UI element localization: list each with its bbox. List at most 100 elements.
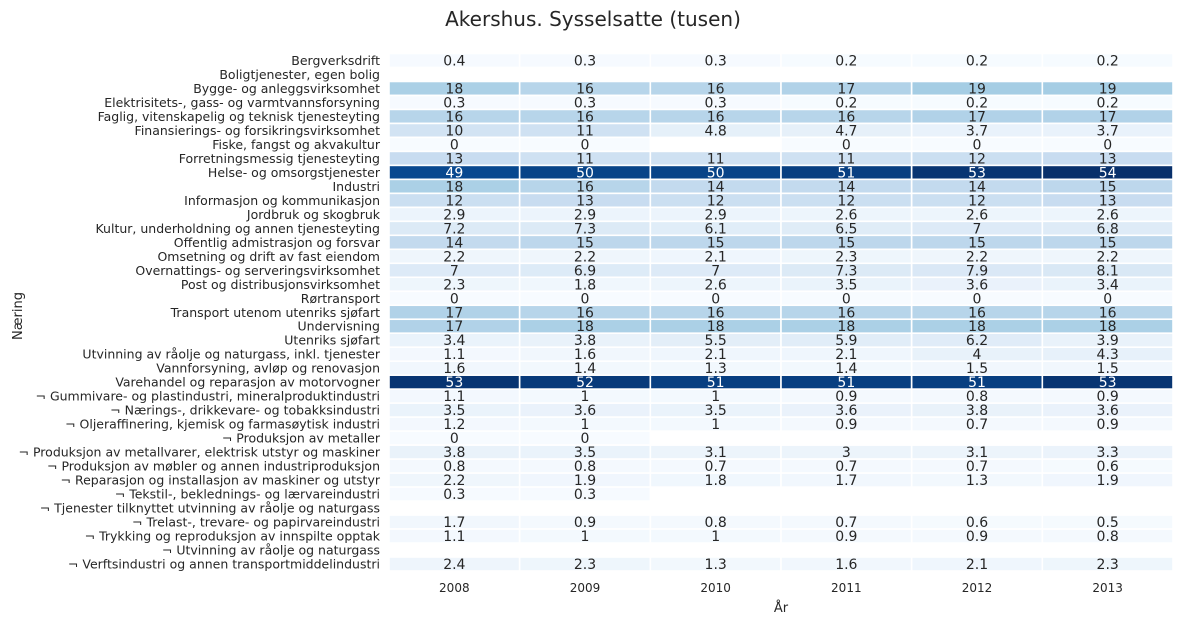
cell-value-label: 3.6 xyxy=(574,403,596,419)
cell-value-label: 11 xyxy=(576,123,594,139)
row-label: ¬ Tekstil-, beklednings- og lærvareindus… xyxy=(115,487,380,502)
cell-value-label: 13 xyxy=(1099,151,1117,167)
row-label: Vannforsyning, avløp og renovasjon xyxy=(156,361,380,376)
cell-value-label: 15 xyxy=(837,235,855,251)
cell-value-label: 15 xyxy=(1099,179,1117,195)
cell-value-label: 3.5 xyxy=(835,277,857,293)
cell-value-label: 0.9 xyxy=(1097,417,1119,433)
row-label: Bergverksdrift xyxy=(291,53,380,68)
cell-value-label: 1.7 xyxy=(835,473,857,489)
cell-value-label: 7.3 xyxy=(835,263,857,279)
cell-value-label: 6.2 xyxy=(966,333,988,349)
cell-value-label: 4.3 xyxy=(1097,347,1119,363)
heatmap-cell xyxy=(1041,472,1174,488)
cell-value-label: 3.5 xyxy=(443,403,465,419)
cell-value-label: 1.4 xyxy=(574,361,596,377)
cell-value-label: 0.2 xyxy=(966,53,988,69)
heatmap-cell xyxy=(1041,52,1174,69)
cell-value-label: 7.3 xyxy=(574,221,596,237)
cell-value-label: 2.2 xyxy=(574,249,596,265)
row-label: Elektrisitets-, gass- og varmtvannsforsy… xyxy=(104,95,380,110)
column-label: 2009 xyxy=(570,581,601,595)
column-label: 2011 xyxy=(831,581,862,595)
row-label: Industri xyxy=(333,179,381,194)
row-label: Varehandel og reparasjon av motorvogner xyxy=(115,375,381,390)
row-label: Offentlig admistrasjon og forsvar xyxy=(174,235,381,250)
cell-value-label: 18 xyxy=(445,179,463,195)
cell-value-label: 51 xyxy=(707,375,725,391)
cell-value-label: 16 xyxy=(1099,305,1117,321)
cell-value-label: 2.1 xyxy=(835,347,857,363)
cell-value-label: 0.9 xyxy=(835,417,857,433)
x-axis-label: År xyxy=(774,600,789,616)
cell-value-label: 0.2 xyxy=(1097,53,1119,69)
cell-value-label: 1.6 xyxy=(574,347,596,363)
cell-value-label: 7 xyxy=(711,263,720,279)
cell-value-label: 7.2 xyxy=(443,221,465,237)
cell-value-label: 0.3 xyxy=(574,487,596,503)
cell-value-label: 2.3 xyxy=(574,557,596,573)
cell-value-label: 16 xyxy=(445,109,463,125)
cell-value-label: 19 xyxy=(1099,81,1117,97)
cell-value-label: 1.1 xyxy=(443,347,465,363)
row-label: ¬ Produksjon av metallvarer, elektrisk u… xyxy=(19,445,381,460)
row-label: ¬ Reparasjon og installasjon av maskiner… xyxy=(61,473,381,488)
cell-value-label: 1 xyxy=(711,389,720,405)
row-label: Omsetning og drift av fast eiendom xyxy=(157,249,380,264)
cell-value-label: 17 xyxy=(1099,109,1117,125)
row-label: Finansierings- og forsikringsvirksomhet xyxy=(135,123,381,138)
cell-value-label: 5.9 xyxy=(835,333,857,349)
cell-value-label: 3.7 xyxy=(1097,123,1119,139)
cell-value-label: 3.6 xyxy=(1097,403,1119,419)
heatmap-cell xyxy=(1041,528,1174,544)
cell-value-label: 1.6 xyxy=(443,361,465,377)
cell-value-label: 17 xyxy=(837,81,855,97)
row-label: Fiske, fangst og akvakultur xyxy=(212,137,381,152)
cell-value-label: 1.3 xyxy=(966,473,988,489)
cell-value-label: 0.8 xyxy=(966,389,988,405)
cell-value-label: 1.1 xyxy=(443,389,465,405)
cell-value-label: 6.1 xyxy=(705,221,727,237)
cell-value-label: 1.9 xyxy=(1097,473,1119,489)
cell-value-label: 14 xyxy=(707,179,725,195)
row-label: Rørtransport xyxy=(301,291,380,306)
cell-value-label: 4.7 xyxy=(835,123,857,139)
cell-value-label: 18 xyxy=(707,319,725,335)
cell-value-label: 0.9 xyxy=(835,389,857,405)
cell-value-label: 15 xyxy=(968,235,986,251)
cell-value-label: 53 xyxy=(968,165,986,181)
cell-value-label: 0.3 xyxy=(574,95,596,111)
cell-value-label: 6.8 xyxy=(1097,221,1119,237)
cell-value-label: 16 xyxy=(576,81,594,97)
cell-value-label: 11 xyxy=(576,151,594,167)
row-label: ¬ Nærings-, drikkevare- og tobakksindust… xyxy=(110,403,380,418)
cell-value-label: 7.9 xyxy=(966,263,988,279)
cell-value-label: 11 xyxy=(707,151,725,167)
y-axis-label: Næring xyxy=(11,292,26,340)
column-label: 2013 xyxy=(1092,581,1123,595)
cell-value-label: 0 xyxy=(450,291,459,307)
cell-value-label: 0.8 xyxy=(705,515,727,531)
cell-value-label: 3.5 xyxy=(574,445,596,461)
cell-value-label: 0.9 xyxy=(1097,389,1119,405)
cell-value-label: 2.9 xyxy=(443,207,465,223)
cell-value-label: 0.7 xyxy=(966,459,988,475)
cell-value-label: 0 xyxy=(842,291,851,307)
cell-value-label: 14 xyxy=(445,235,463,251)
cell-value-label: 0 xyxy=(581,431,590,447)
cell-value-label: 0 xyxy=(450,431,459,447)
cell-value-label: 0.8 xyxy=(443,459,465,475)
cell-value-label: 16 xyxy=(837,305,855,321)
column-labels: 2008 2009 2010 2011 2012 2013 xyxy=(439,581,1123,595)
cell-value-label: 10 xyxy=(445,123,463,139)
cell-value-label: 0 xyxy=(842,137,851,153)
chart-title: Akershus. Sysselsatte (tusen) xyxy=(445,7,741,31)
cell-value-label: 16 xyxy=(837,109,855,125)
cell-value-label: 8.1 xyxy=(1097,263,1119,279)
cell-value-label: 18 xyxy=(576,319,594,335)
row-label: Bygge- og anleggsvirksomhet xyxy=(193,81,380,96)
cell-value-label: 51 xyxy=(837,375,855,391)
row-label: ¬ Trykking og reproduksjon av innspilte … xyxy=(85,529,381,544)
